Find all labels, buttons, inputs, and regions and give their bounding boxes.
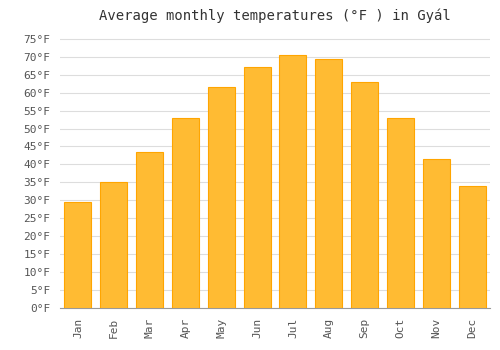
Bar (244, 68, 270, 308)
Bar (208, 87, 234, 308)
Bar (136, 152, 163, 308)
Bar (458, 186, 485, 308)
Bar (172, 118, 199, 308)
Title: Average monthly temperatures (°F ) in Gyál: Average monthly temperatures (°F ) in Gy… (99, 8, 451, 23)
Bar (351, 82, 378, 308)
Bar (387, 118, 414, 308)
Bar (280, 55, 306, 308)
Bar (316, 58, 342, 308)
Bar (100, 182, 127, 308)
Bar (423, 159, 450, 308)
Bar (64, 202, 92, 308)
